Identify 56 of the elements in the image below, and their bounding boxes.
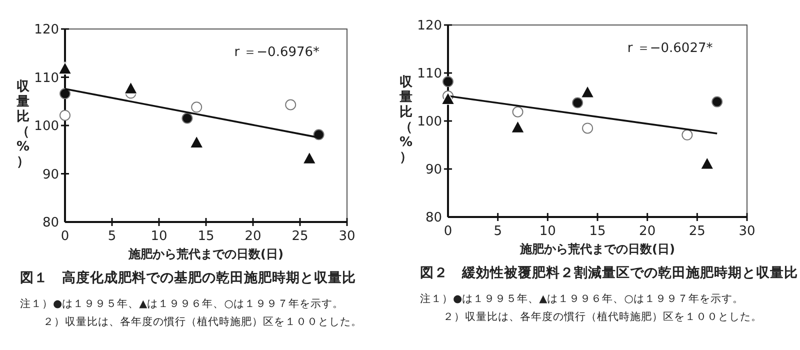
x-tick-label: 15 — [589, 224, 606, 239]
point — [285, 99, 296, 110]
x-tick-label: 25 — [292, 229, 308, 244]
x-tick-label: 5 — [108, 229, 116, 244]
x-axis-title: 施肥から荒代までの日数(日) — [519, 242, 675, 256]
y-tick-label: 80 — [425, 210, 442, 226]
y-tick-label: 90 — [42, 167, 59, 182]
x-axis-title: 施肥から荒代までの日数(日) — [128, 247, 284, 261]
point — [182, 112, 193, 124]
point — [700, 156, 714, 170]
x-tick-label: 15 — [198, 229, 214, 244]
x-tick-label: 20 — [244, 229, 262, 244]
y-tick-label: 120 — [34, 22, 59, 38]
y-tick-label: 110 — [34, 70, 59, 86]
point — [582, 122, 594, 134]
text: 図２ 緩効性被覆肥料２割減量区での乾田施肥時期と収量比 — [420, 264, 798, 281]
point — [191, 102, 202, 113]
x-tick-label: 0 — [60, 229, 70, 244]
point — [60, 88, 70, 100]
point — [580, 85, 594, 98]
point — [60, 110, 70, 121]
x-tick-label: 30 — [738, 224, 756, 239]
point — [441, 92, 455, 105]
y-tick-label: 120 — [417, 18, 442, 34]
annotation: r ＝−0.6976* — [234, 45, 320, 60]
x-tick-label: 20 — [639, 224, 656, 239]
x-tick-label: 5 — [494, 224, 502, 239]
point — [572, 97, 584, 108]
point — [190, 135, 204, 148]
x-tick-label: 10 — [539, 224, 556, 239]
point — [442, 76, 454, 88]
y-tick-label: 100 — [34, 119, 59, 134]
annotation: r ＝−0.6027* — [627, 41, 714, 56]
point — [124, 81, 138, 94]
x-tick-label: 0 — [444, 224, 452, 239]
text: ２）収量比は、各年度の慣行（植代時施肥）区を１００とした。 — [443, 310, 762, 323]
y-tick-label: 100 — [417, 114, 442, 130]
y-axis-title: 収量比（%） — [16, 80, 30, 170]
x-tick-label: 25 — [688, 224, 706, 239]
y-tick-label: 80 — [42, 216, 59, 230]
point — [58, 62, 72, 74]
x-tick-label: 30 — [338, 229, 356, 244]
y-tick-label: 90 — [425, 162, 442, 178]
y-tick-label: 110 — [417, 66, 442, 82]
y-axis-title: 収量比（%） — [398, 75, 414, 165]
point — [510, 120, 525, 134]
text: 注１）●は１９９５年、▲は１９９６年、○は１９９７年を示す。 — [20, 297, 344, 310]
point — [512, 106, 524, 118]
text: 図１ 高度化成肥料での基肥の乾田施肥時期と収量比 — [20, 269, 356, 286]
point — [712, 96, 723, 108]
point — [682, 129, 693, 140]
point — [313, 129, 324, 140]
text: ２）収量比は、各年度の慣行（植代時施肥）区を１００とした。 — [43, 315, 362, 328]
text: 注１）●は１９９５年、▲は１９９６年、○は１９９７年を示す。 — [420, 292, 744, 305]
x-tick-label: 10 — [150, 229, 168, 244]
point — [302, 151, 316, 164]
